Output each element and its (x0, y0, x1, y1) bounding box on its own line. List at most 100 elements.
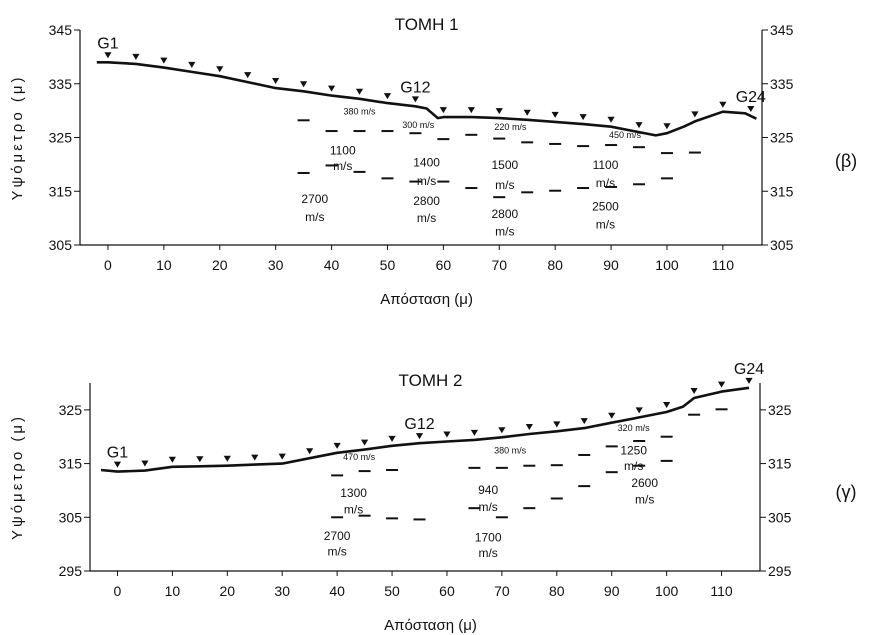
geophone-label: G1 (97, 35, 118, 52)
geophone-marker (411, 96, 420, 103)
x-tick-label: 80 (549, 583, 565, 599)
velocity-label: 2800 (413, 194, 440, 208)
geophone-marker (663, 402, 671, 409)
x-tick-label: 0 (104, 257, 112, 273)
geophone-marker (690, 388, 698, 395)
velocity-label: 470 m/s (343, 452, 376, 462)
y-tick-label-left: 315 (49, 183, 73, 199)
geophone-label: G24 (736, 89, 766, 106)
x-tick-label: 30 (274, 583, 290, 599)
y-tick-label-right: 305 (768, 509, 792, 525)
geophone-marker (579, 114, 587, 121)
x-tick-label: 30 (268, 257, 284, 273)
x-tick-label: 10 (165, 583, 181, 599)
x-tick-label: 10 (156, 257, 172, 273)
velocity-label: 380 m/s (344, 106, 377, 116)
x-tick-label: 70 (491, 257, 507, 273)
geophone-marker (327, 85, 336, 92)
geophone-marker (719, 101, 727, 108)
geophone-marker (443, 431, 451, 438)
geophone-marker (415, 433, 424, 440)
geophone-marker (223, 455, 231, 462)
velocity-label: m/s (344, 503, 363, 517)
velocity-label: m/s (495, 178, 514, 192)
geophone-marker (553, 421, 561, 428)
y-tick-label-left: 305 (49, 237, 73, 253)
geophone-marker (278, 453, 286, 460)
geophone-marker (272, 78, 280, 85)
geophone-marker (113, 461, 122, 468)
section-1-chart: 305 305 315 315 325 325 335 335 345 345 0 10 20 30 40 5… (9, 15, 857, 308)
x-tick-label: 60 (436, 257, 452, 273)
x-axis-label: Απόσταση (μ) (384, 617, 477, 634)
x-tick-label: 50 (384, 583, 400, 599)
geophone-marker (104, 52, 112, 59)
geophone-label: G24 (734, 361, 764, 378)
x-tick-label: 0 (114, 583, 122, 599)
velocity-label: 2600 (631, 476, 658, 490)
velocity-label: 320 m/s (618, 423, 651, 433)
velocity-label: m/s (596, 217, 615, 231)
geophone-marker (168, 456, 176, 463)
velocity-label: 380 m/s (494, 445, 527, 455)
x-tick-label: 90 (604, 583, 620, 599)
geophone-marker (607, 116, 615, 123)
velocity-label: m/s (624, 459, 643, 473)
geophone-marker (355, 88, 364, 95)
x-tick-label: 110 (710, 583, 733, 599)
geophone-marker (251, 454, 259, 461)
y-tick-label-left: 335 (49, 76, 73, 92)
geophone-marker (580, 418, 588, 425)
x-tick-label: 70 (494, 583, 510, 599)
velocity-label: 1700 (475, 530, 502, 544)
velocity-label: 450 m/s (609, 130, 642, 140)
velocity-label: 940 (478, 483, 498, 497)
velocity-label: m/s (417, 211, 436, 225)
y-tick-label-right: 295 (768, 563, 792, 579)
velocity-label: m/s (495, 224, 514, 238)
geophone-marker (216, 66, 224, 73)
geophone-marker (132, 53, 140, 60)
geophone-marker (717, 381, 726, 388)
geophone-marker (141, 460, 149, 467)
surface-profile-line (100, 386, 750, 473)
y-tick-label-right: 345 (770, 22, 794, 38)
geophone-marker (525, 424, 533, 431)
geophone-marker (188, 61, 196, 68)
y-tick-label-left: 325 (49, 130, 73, 146)
geophone-marker (360, 439, 369, 446)
velocity-label: m/s (478, 546, 497, 560)
x-tick-label: 50 (380, 257, 396, 273)
x-tick-label: 40 (324, 257, 340, 273)
y-axis-label: Υψόμετρο (μ) (9, 414, 26, 540)
y-tick-label-left: 345 (49, 22, 73, 38)
geophone-marker (498, 427, 506, 434)
geophone-marker (470, 429, 479, 436)
x-tick-label: 20 (220, 583, 236, 599)
velocity-label: 1400 (413, 156, 440, 170)
geophone-label: G12 (400, 79, 430, 96)
velocity-label: 300 m/s (402, 120, 435, 130)
x-tick-label: 60 (439, 583, 455, 599)
geophone-label: G1 (107, 445, 128, 462)
y-tick-label-left: 295 (59, 563, 83, 579)
y-tick-label-left: 325 (59, 402, 83, 418)
velocity-label: m/s (417, 174, 436, 188)
geophone-marker (635, 407, 643, 414)
geophone-marker (495, 108, 503, 115)
x-tick-label: 90 (603, 257, 619, 273)
geophone-label: G12 (404, 416, 434, 433)
velocity-label: 1100 (593, 158, 619, 172)
surface-profile-line (96, 60, 757, 137)
chart-title: ΤΟΜΗ 2 (399, 371, 463, 390)
geophone-marker (467, 107, 475, 114)
velocity-label: 2700 (324, 529, 351, 543)
y-axis-label: Υψόμετρο (μ) (9, 75, 26, 201)
geophone-marker (439, 107, 447, 114)
geophone-marker (691, 111, 699, 118)
x-tick-label: 20 (212, 257, 228, 273)
panel-label: (γ) (836, 482, 857, 502)
x-tick-label: 110 (712, 257, 735, 273)
geophone-marker (635, 122, 643, 129)
geophone-marker (196, 456, 204, 463)
